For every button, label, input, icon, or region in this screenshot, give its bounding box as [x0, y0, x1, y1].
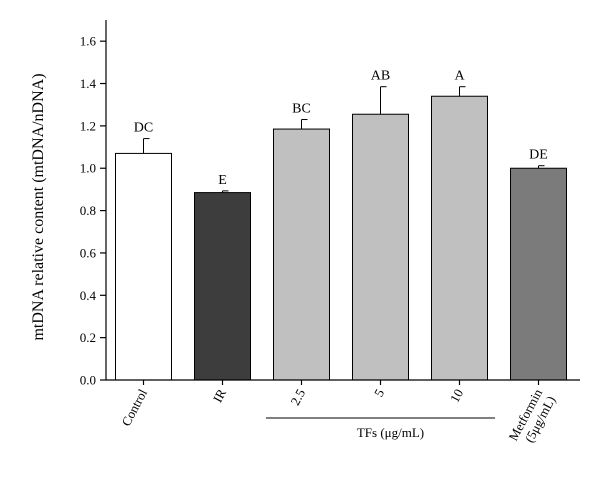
- bars-group: DC E BC AB A DE: [115, 69, 567, 381]
- significance-label: A: [454, 69, 465, 84]
- y-axis-ticks: 0.0 0.2 0.4 0.6 0.8 1.0 1.2 1.4 1.6: [80, 34, 106, 388]
- y-tick-label: 0.4: [80, 288, 97, 303]
- bar: [352, 113, 409, 381]
- x-axis-labels: Control IR 2.5 5 10 Metformin(5μg/mL): [118, 380, 558, 450]
- x-tick-label: Control: [118, 386, 150, 428]
- bar: [510, 167, 567, 381]
- x-tick-label: IR: [210, 386, 230, 405]
- y-tick-label: 0.8: [80, 203, 96, 218]
- bar: [194, 192, 251, 381]
- y-axis-label: mtDNA relative content (mtDNA/nDNA): [30, 73, 47, 340]
- significance-label: AB: [371, 69, 390, 84]
- y-tick-label: 1.4: [80, 76, 97, 91]
- bar: [431, 95, 488, 381]
- bar: [115, 152, 172, 381]
- y-tick-label: 0.2: [80, 330, 96, 345]
- significance-label: DE: [529, 148, 548, 163]
- x-tick-label: 5: [371, 386, 387, 399]
- x-tick-label: Metformin(5μg/mL): [505, 386, 558, 450]
- significance-label: E: [218, 173, 227, 188]
- significance-label: DC: [134, 121, 153, 136]
- y-tick-label: 0.0: [80, 373, 96, 388]
- x-tick-label: 2.5: [287, 386, 308, 407]
- group-label: TFs (μg/mL): [357, 425, 424, 440]
- y-tick-label: 0.6: [80, 245, 97, 260]
- y-tick-label: 1.2: [80, 118, 96, 133]
- significance-label: BC: [292, 102, 311, 117]
- y-tick-label: 1.0: [80, 161, 96, 176]
- x-tick-label: 10: [447, 386, 466, 405]
- y-tick-label: 1.6: [80, 34, 97, 49]
- bar: [273, 128, 330, 381]
